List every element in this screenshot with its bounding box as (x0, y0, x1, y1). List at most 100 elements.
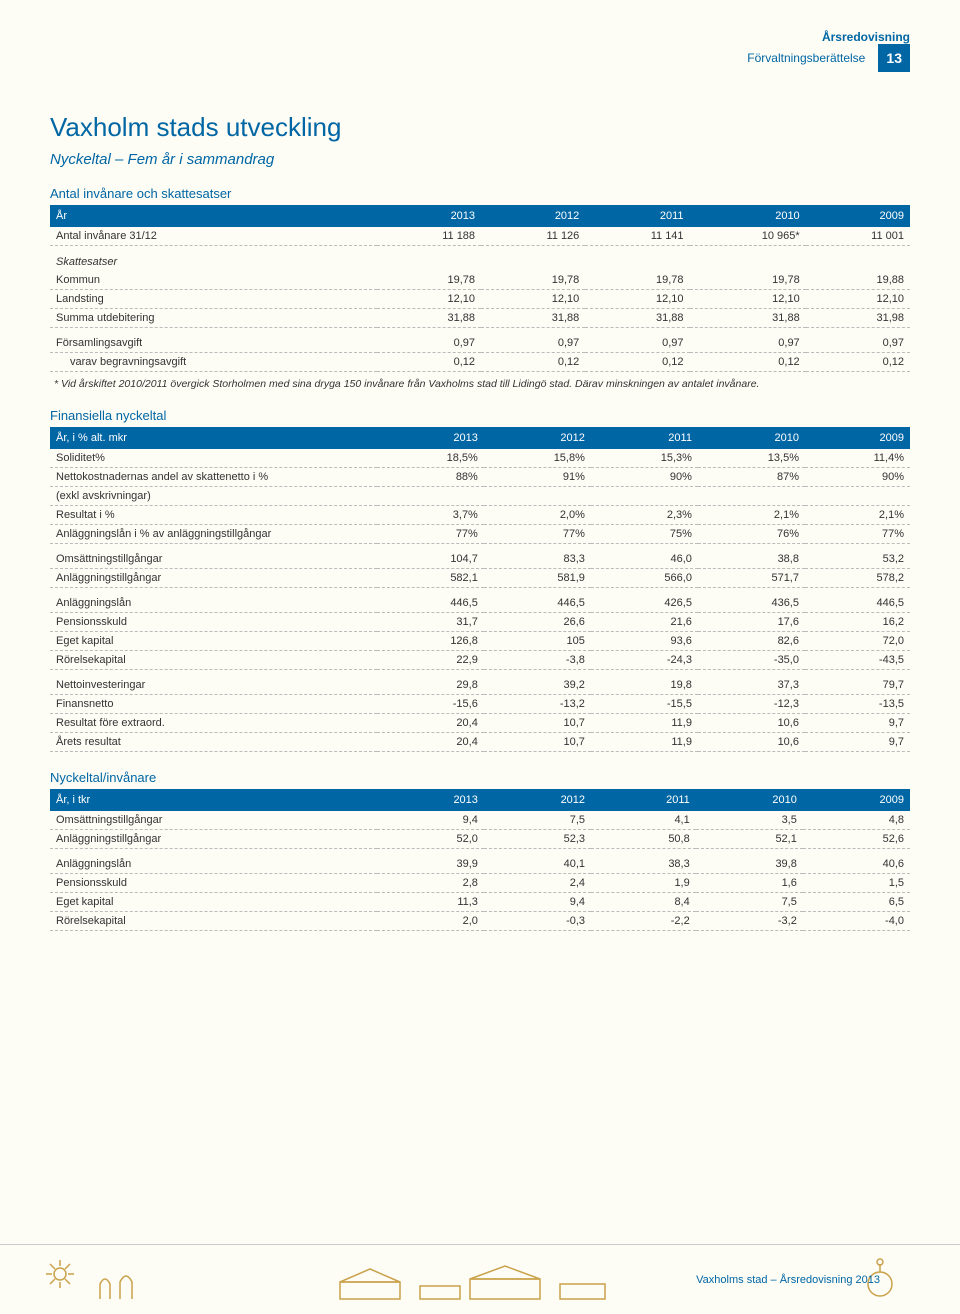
table-cell: 18,5% (377, 449, 484, 468)
table-cell: 76% (698, 525, 805, 544)
table-header-cell: 2013 (377, 789, 484, 811)
table-cell: 38,8 (698, 550, 805, 569)
table-cell: 7,5 (484, 811, 591, 830)
table-cell: 581,9 (484, 569, 591, 588)
table-cell: 12,10 (806, 290, 910, 309)
table-cell: Kommun (50, 271, 377, 290)
table-row: Nettoinvesteringar29,839,219,837,379,7 (50, 676, 910, 695)
table-row: Anläggningslån i % av anläggningstillgån… (50, 525, 910, 544)
table-cell: -43,5 (805, 651, 910, 670)
table-header-cell: 2010 (696, 789, 803, 811)
table-cell: 82,6 (698, 632, 805, 651)
table-row: (exkl avskrivningar) (50, 487, 910, 506)
table-cell: Anläggningstillgångar (50, 830, 377, 849)
table-cell: 582,1 (377, 569, 484, 588)
table-cell: 20,4 (377, 733, 484, 752)
table-row: Anläggningstillgångar582,1581,9566,0571,… (50, 569, 910, 588)
table-cell: 87% (698, 468, 805, 487)
table-cell: 19,78 (585, 271, 689, 290)
table-cell: Soliditet% (50, 449, 377, 468)
section-subtitle: Nyckeltal – Fem år i sammandrag (50, 151, 910, 168)
table-cell: 31,88 (690, 309, 806, 328)
table-header-cell: 2009 (803, 789, 910, 811)
table-cell: Anläggningslån (50, 594, 377, 613)
table-cell: 26,6 (484, 613, 591, 632)
table-cell: 566,0 (591, 569, 698, 588)
table-header-cell: 2011 (585, 205, 689, 227)
table3: År, i tkr20132012201120102009Omsättnings… (50, 789, 910, 931)
table-row: Antal invånare 31/1211 18811 12611 14110… (50, 227, 910, 246)
page-number: 13 (878, 44, 910, 72)
table-cell: Anläggningslån (50, 855, 377, 874)
table-row: Soliditet%18,5%15,8%15,3%13,5%11,4% (50, 449, 910, 468)
table-cell: 8,4 (591, 893, 696, 912)
table-cell: Pensionsskuld (50, 874, 377, 893)
table-cell: 6,5 (803, 893, 910, 912)
table-section-label: Skattesatser (50, 246, 910, 272)
table-cell: -15,5 (591, 695, 698, 714)
table-cell: 22,9 (377, 651, 484, 670)
table-cell: 446,5 (484, 594, 591, 613)
table-cell: 446,5 (377, 594, 484, 613)
table-cell: 52,6 (803, 830, 910, 849)
table-cell: 571,7 (698, 569, 805, 588)
page-header: Årsredovisning Förvaltningsberättelse 13 (50, 30, 910, 72)
table-cell: 38,3 (591, 855, 696, 874)
table-cell: 0,12 (585, 353, 689, 372)
table-cell: 10,7 (484, 733, 591, 752)
doc-subtitle: Förvaltningsberättelse (747, 51, 865, 65)
table-header-cell: 2013 (377, 427, 484, 449)
table-cell: 10,6 (698, 733, 805, 752)
table-cell: -12,3 (698, 695, 805, 714)
table-cell: 0,12 (690, 353, 806, 372)
table-cell: 12,10 (377, 290, 481, 309)
table-cell: 90% (805, 468, 910, 487)
table-cell: 9,4 (377, 811, 484, 830)
table-cell: 31,98 (806, 309, 910, 328)
table-cell: -0,3 (484, 912, 591, 931)
table-cell: Omsättningstillgångar (50, 550, 377, 569)
table-cell: 19,78 (690, 271, 806, 290)
table-cell: 104,7 (377, 550, 484, 569)
table-cell: 12,10 (585, 290, 689, 309)
table-cell: 75% (591, 525, 698, 544)
table-cell: 10,6 (698, 714, 805, 733)
table-cell: 88% (377, 468, 484, 487)
table3-title: Nyckeltal/invånare (50, 770, 910, 785)
table-cell: Eget kapital (50, 893, 377, 912)
table-cell: 19,78 (481, 271, 585, 290)
table-cell: 40,6 (803, 855, 910, 874)
table-cell: Summa utdebitering (50, 309, 377, 328)
table-cell: -3,8 (484, 651, 591, 670)
table-cell: 19,8 (591, 676, 698, 695)
table-header-cell: År, i % alt. mkr (50, 427, 377, 449)
table-cell: 53,2 (805, 550, 910, 569)
table-cell: 2,8 (377, 874, 484, 893)
table-cell: 11,3 (377, 893, 484, 912)
table-cell: 19,88 (806, 271, 910, 290)
table-cell: 77% (805, 525, 910, 544)
table-cell: Landsting (50, 290, 377, 309)
table-cell: 11,9 (591, 714, 698, 733)
table-cell: Antal invånare 31/12 (50, 227, 377, 246)
table-header-cell: 2013 (377, 205, 481, 227)
table-header-cell: År (50, 205, 377, 227)
table-cell: 11 141 (585, 227, 689, 246)
table-cell: 9,7 (805, 714, 910, 733)
table-header-cell: 2012 (484, 427, 591, 449)
table-cell: 0,97 (585, 334, 689, 353)
table-cell: (exkl avskrivningar) (50, 487, 377, 506)
doc-title: Årsredovisning (822, 30, 910, 44)
table-cell: -13,5 (805, 695, 910, 714)
table-cell: 11 001 (806, 227, 910, 246)
table1-footnote: * Vid årskiftet 2010/2011 övergick Storh… (50, 378, 910, 390)
table-cell: Rörelsekapital (50, 651, 377, 670)
table-cell: 1,6 (696, 874, 803, 893)
table-cell: 15,8% (484, 449, 591, 468)
table-cell: 37,3 (698, 676, 805, 695)
table-cell: Anläggningslån i % av anläggningstillgån… (50, 525, 377, 544)
table-header-cell: 2010 (690, 205, 806, 227)
table-row: Eget kapital126,810593,682,672,0 (50, 632, 910, 651)
table-row: Eget kapital11,39,48,47,56,5 (50, 893, 910, 912)
table-cell: 50,8 (591, 830, 696, 849)
